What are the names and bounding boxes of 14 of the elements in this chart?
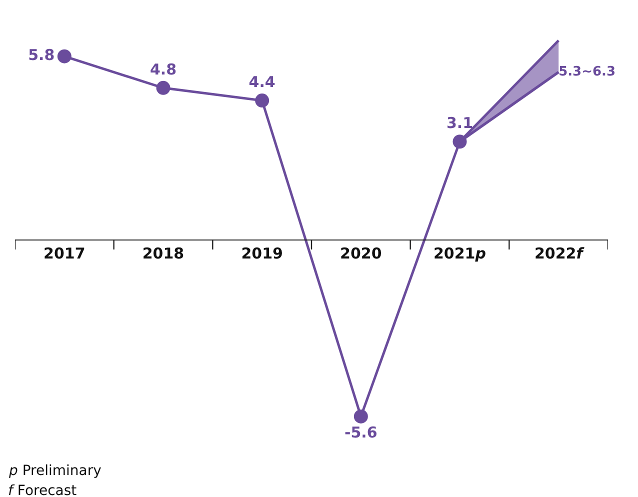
text: f Forecast [8,483,78,497]
text: p Preliminary [8,463,102,479]
x-tick-label: 2022f [534,244,586,263]
data-label: -5.6 [344,423,378,442]
data-label: 5.3~6.3 [558,64,616,80]
x-tick-label: 2020 [340,244,382,263]
data-label: 4.8 [150,60,177,78]
data-label: 4.4 [248,73,276,92]
x-tick-label: 2019 [241,244,283,263]
x-tick-label: 2017 [44,244,86,263]
data-label: 5.8 [28,46,55,64]
x-tick-label: 2018 [142,244,184,263]
x-tick-label: 2021p [434,244,486,263]
data-label: 3.1 [446,114,474,132]
